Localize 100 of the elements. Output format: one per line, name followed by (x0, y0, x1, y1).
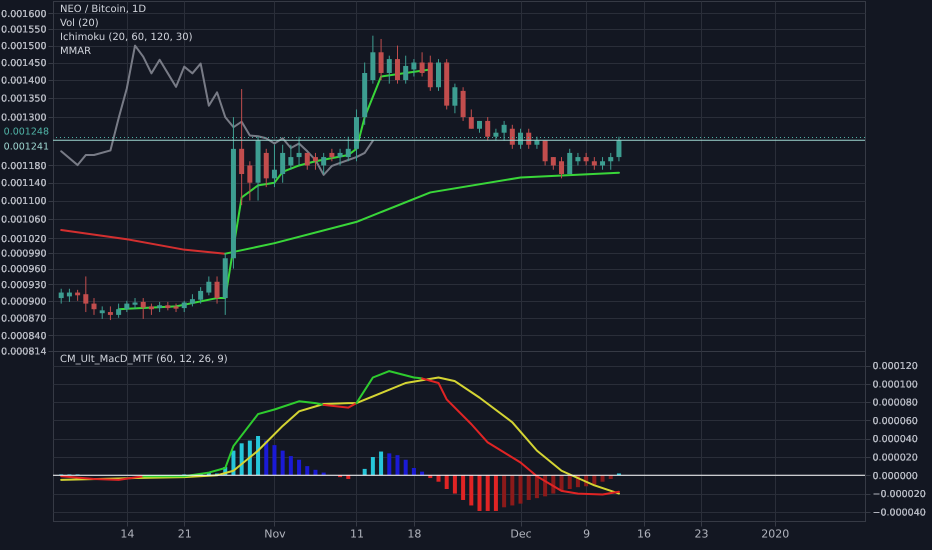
candlestick (403, 55, 408, 84)
y-tick-label: 0.000000 (872, 470, 918, 482)
y-tick-label: 0.000814 (1, 346, 46, 358)
annotation: Ichimoku (20, 60, 120, 30) (60, 32, 193, 43)
bar (494, 475, 498, 511)
candlestick (190, 294, 195, 307)
candlestick (468, 108, 474, 130)
y-tick-label: 0.001500 (1, 41, 46, 52)
bar (592, 475, 596, 484)
bar (404, 460, 408, 476)
bar (412, 468, 416, 476)
x-tick-label: 11 (350, 528, 364, 540)
candlestick (411, 58, 416, 77)
candlestick (600, 156, 606, 170)
candlestick (272, 144, 277, 188)
x-tick-label: 16 (637, 528, 652, 540)
y-tick-label: 0.001450 (1, 58, 46, 70)
x-tick-label: 2020 (761, 528, 790, 540)
bar (272, 445, 276, 476)
candlestick (108, 306, 113, 321)
y-tick-label: 0.000930 (1, 280, 46, 291)
candlestick (66, 288, 72, 302)
candlestick (386, 55, 392, 84)
candlestick (140, 298, 146, 320)
bar (248, 440, 252, 476)
bar (478, 475, 482, 511)
y-tick-label: 0.000960 (1, 264, 46, 276)
y-tick-label: −0.000040 (872, 507, 926, 518)
y-tick-label: 0.000060 (872, 416, 918, 427)
candlestick (394, 45, 400, 84)
line-series (60, 44, 374, 176)
chart-title: CM_Ult_MacD_MTF (60, 12, 26, 9) (60, 354, 228, 365)
y-tick-label: 0.001400 (1, 76, 46, 87)
candlestick (559, 156, 564, 179)
bar (502, 475, 506, 508)
bar (444, 475, 449, 490)
y-tick-label: 0.000040 (872, 434, 918, 446)
annotation: Vol (20) (60, 18, 99, 29)
bar (280, 450, 285, 476)
candlestick (92, 298, 97, 316)
candlestick (346, 136, 351, 162)
y-tick-label: 0.001100 (1, 196, 46, 208)
candlestick (485, 116, 490, 142)
candlestick (608, 152, 614, 170)
y-tick-label: 0.001350 (1, 94, 46, 105)
candlestick (592, 156, 597, 170)
x-tick-label: 21 (178, 528, 192, 540)
chart-title: NEO / Bitcoin, 1D (60, 4, 146, 15)
candlestick (182, 300, 187, 313)
candlestick (83, 276, 88, 313)
candlestick (575, 152, 580, 166)
candlestick (288, 144, 294, 170)
bar (469, 475, 474, 506)
bar (288, 456, 293, 476)
candlestick (550, 156, 556, 170)
bar (264, 440, 268, 476)
bar (568, 475, 572, 490)
bar (510, 475, 514, 506)
x-tick-label: 23 (694, 528, 708, 540)
candlestick (567, 148, 572, 175)
candlestick (312, 152, 318, 170)
candlestick (75, 289, 80, 302)
annotation: MMAR (60, 46, 92, 57)
y-tick-label: 0.001140 (1, 178, 46, 190)
x-tick-label: Dec (510, 528, 532, 540)
bar (256, 436, 260, 476)
y-tick-label: 0.000020 (872, 452, 918, 464)
ref-line-label: 0.001241 (4, 141, 49, 152)
y-tick-label: 0.001600 (1, 8, 46, 20)
line-series (355, 370, 424, 404)
y-tick-label: 0.000080 (872, 398, 918, 409)
candlestick (296, 136, 302, 166)
y-tick-label: 0.001180 (1, 160, 46, 172)
bar (534, 475, 539, 498)
line-series (60, 376, 620, 495)
candlestick (502, 120, 507, 142)
y-tick-label: −0.000020 (872, 489, 926, 500)
x-tick-label: 18 (407, 528, 422, 540)
y-tick-label: 0.001060 (1, 214, 46, 226)
candlestick (542, 140, 548, 166)
y-tick-label: 0.000120 (872, 361, 918, 372)
ref-line-label: 0.001248 (4, 126, 49, 138)
bar (313, 470, 318, 476)
bar (395, 455, 400, 476)
bar (379, 452, 384, 476)
bar (370, 457, 375, 476)
candlestick (58, 288, 64, 304)
bar (297, 460, 302, 476)
bar (452, 475, 457, 494)
bar (518, 475, 523, 504)
candlestick (584, 152, 589, 166)
candlestick (214, 276, 220, 304)
candlestick (329, 148, 334, 162)
bar (362, 468, 367, 476)
candlestick (280, 144, 286, 184)
line-series (142, 400, 325, 478)
candlestick (206, 276, 212, 296)
bar (486, 475, 490, 511)
bar (461, 475, 466, 500)
line-series (60, 229, 226, 255)
